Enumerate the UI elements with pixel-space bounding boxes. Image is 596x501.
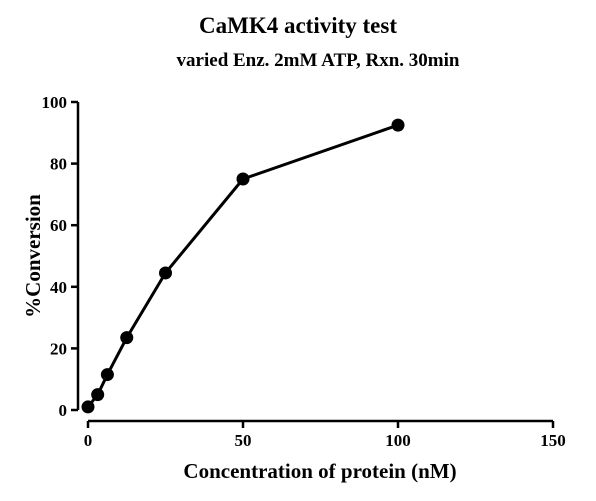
data-point-0-3 xyxy=(120,331,134,345)
y-tick-label-20: 20 xyxy=(50,339,67,358)
series-line-0 xyxy=(86,123,399,408)
chart-title: CaMK4 activity test xyxy=(199,13,397,38)
series-layer xyxy=(81,118,405,414)
chart-subtitle: varied Enz. 2mM ATP, Rxn. 30min xyxy=(177,50,460,71)
data-point-0-0 xyxy=(81,400,95,414)
x-tick-label-100: 100 xyxy=(385,431,411,450)
data-point-0-6 xyxy=(391,118,405,132)
x-tick-label-50: 50 xyxy=(235,431,252,450)
data-point-0-2 xyxy=(100,368,114,382)
y-axis: 0 20 40 60 80 100 xyxy=(42,93,80,420)
x-axis-label: Concentration of protein (nM) xyxy=(183,459,456,483)
y-tick-label-100: 100 xyxy=(42,93,68,112)
x-axis: 0 50 100 150 xyxy=(84,419,566,450)
data-point-0-5 xyxy=(236,172,250,186)
data-point-0-1 xyxy=(91,388,105,402)
y-tick-label-0: 0 xyxy=(59,401,68,420)
y-tick-label-80: 80 xyxy=(50,155,67,174)
x-tick-label-0: 0 xyxy=(84,431,93,450)
x-tick-label-150: 150 xyxy=(540,431,566,450)
y-tick-label-60: 60 xyxy=(50,216,67,235)
y-tick-label-40: 40 xyxy=(50,278,67,297)
data-point-0-4 xyxy=(159,266,172,280)
y-axis-label: %Conversion xyxy=(21,194,45,318)
